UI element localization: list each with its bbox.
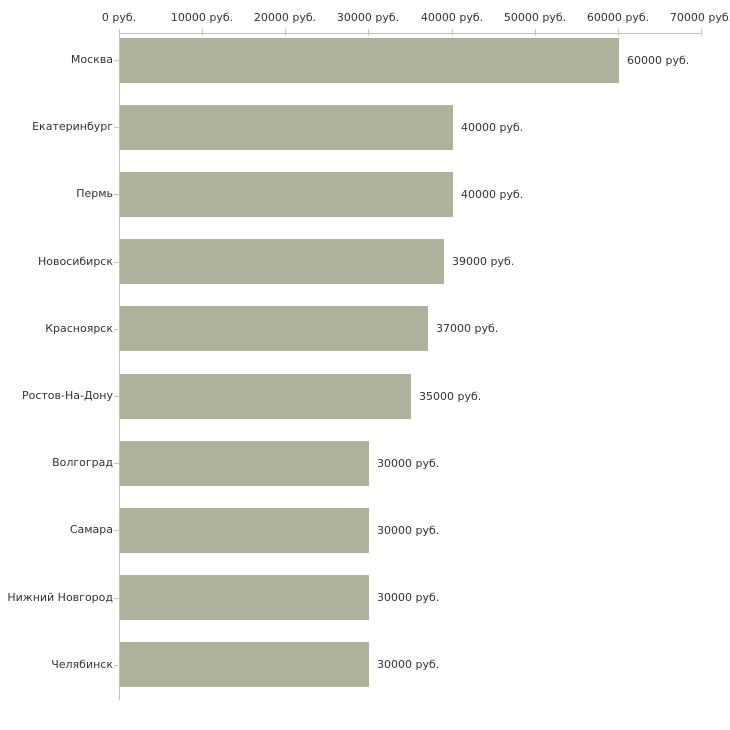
value-label: 30000 руб. [377, 524, 440, 537]
x-axis-tick [202, 29, 203, 36]
category-label: Новосибирск [37, 255, 113, 268]
value-label: 30000 руб. [377, 658, 440, 671]
category-label: Нижний Новгород [7, 591, 113, 604]
x-axis-tick [119, 29, 120, 36]
bar [120, 38, 619, 83]
value-label: 60000 руб. [627, 54, 690, 67]
y-axis-tick [114, 329, 119, 330]
y-axis-tick [114, 396, 119, 397]
y-axis-tick [114, 262, 119, 263]
value-label: 39000 руб. [452, 255, 515, 268]
y-axis-tick [114, 598, 119, 599]
bar [120, 172, 453, 217]
bar [120, 642, 369, 687]
bar [120, 374, 411, 419]
x-tick-label: 30000 руб. [336, 11, 400, 24]
value-label: 40000 руб. [461, 188, 524, 201]
x-axis-tick [368, 29, 369, 36]
bar [120, 239, 444, 284]
y-axis-tick [114, 127, 119, 128]
value-label: 40000 руб. [461, 121, 524, 134]
x-axis-tick [618, 29, 619, 36]
x-tick-label: 10000 руб. [170, 11, 234, 24]
x-axis-tick [701, 29, 702, 36]
category-label: Челябинск [51, 658, 113, 671]
category-label: Самара [69, 523, 113, 536]
value-label: 30000 руб. [377, 591, 440, 604]
x-tick-label: 0 руб. [101, 11, 137, 24]
y-axis-tick [114, 463, 119, 464]
bar [120, 508, 369, 553]
value-label: 35000 руб. [419, 390, 482, 403]
category-label: Москва [70, 53, 113, 66]
y-axis-tick [114, 665, 119, 666]
y-axis-tick [114, 530, 119, 531]
x-tick-label: 40000 руб. [420, 11, 484, 24]
x-tick-label: 70000 руб. [669, 11, 730, 24]
x-tick-label: 20000 руб. [253, 11, 317, 24]
bar [120, 441, 369, 486]
category-label: Пермь [76, 187, 113, 200]
x-axis-tick [452, 29, 453, 36]
bar [120, 306, 428, 351]
x-axis-tick [285, 29, 286, 36]
x-tick-label: 50000 руб. [503, 11, 567, 24]
category-label: Волгоград [52, 456, 113, 469]
value-label: 37000 руб. [436, 322, 499, 335]
x-tick-label: 60000 руб. [586, 11, 650, 24]
y-axis-line [119, 33, 120, 700]
y-axis-tick [114, 60, 119, 61]
x-axis-tick [535, 29, 536, 36]
y-axis-tick [114, 194, 119, 195]
bar [120, 575, 369, 620]
category-label: Ростов-На-Дону [21, 389, 113, 402]
bar [120, 105, 453, 150]
x-axis-line [119, 33, 701, 34]
value-label: 30000 руб. [377, 457, 440, 470]
category-label: Екатеринбург [32, 120, 113, 133]
category-label: Красноярск [45, 322, 113, 335]
